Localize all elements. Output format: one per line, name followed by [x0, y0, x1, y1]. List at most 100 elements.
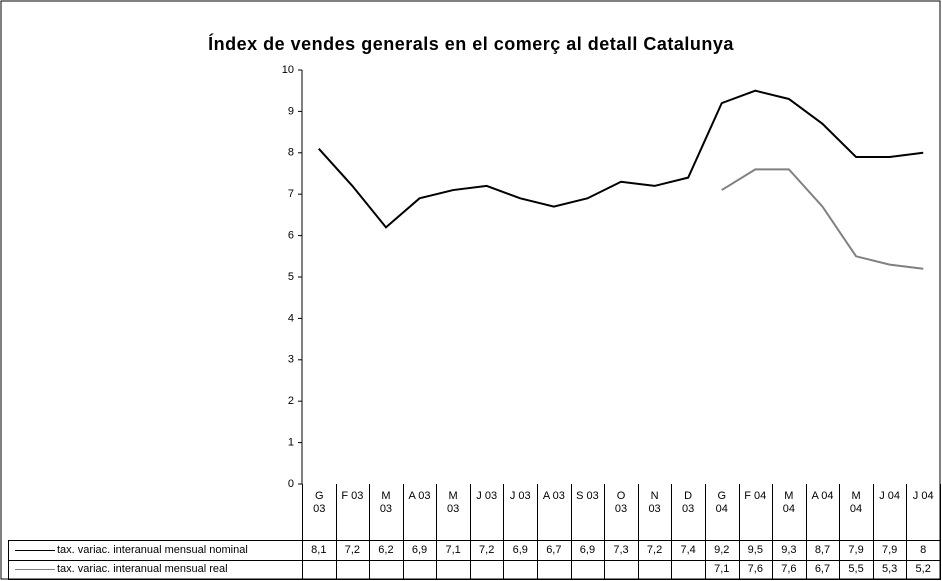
data-table-cell: 7,3 — [604, 540, 639, 561]
data-table-cell: 9,2 — [704, 540, 740, 561]
series-line — [721, 168, 924, 270]
x-tick-label-text: F 04 — [744, 490, 767, 502]
data-table-cell-text: 9,3 — [781, 543, 797, 556]
data-table-cell-text: 7,6 — [747, 562, 763, 575]
data-table-cell: 5,2 — [906, 559, 941, 580]
data-table-cell-text: 9,5 — [747, 543, 763, 556]
data-table-cell: 6,9 — [503, 540, 539, 561]
y-tick-label: 0 — [288, 478, 294, 490]
data-table-cell-text: 5,5 — [848, 562, 864, 575]
x-tick-label: G 03 — [302, 484, 337, 541]
x-tick-label: M 04 — [772, 484, 807, 541]
y-tick-label: 2 — [288, 395, 294, 407]
x-tick-label-text: A 03 — [408, 490, 431, 502]
data-table-cell-text: 7,2 — [646, 543, 663, 556]
x-tick-label-text: M 04 — [782, 490, 795, 515]
y-tick-label: 9 — [288, 105, 294, 117]
x-tick-label-text: F 03 — [341, 490, 364, 502]
x-tick-label-text: A 04 — [811, 490, 834, 502]
data-table-cell: 9,5 — [738, 540, 774, 561]
data-table-cell-text: 7,2 — [479, 543, 495, 556]
data-table-cell-text: 6,9 — [512, 543, 528, 556]
x-tick-label-text: S 03 — [576, 490, 599, 502]
y-tick-label: 4 — [288, 312, 294, 324]
legend-swatch — [15, 549, 55, 551]
data-table-cell: 7,2 — [335, 540, 371, 561]
data-table-cell: 7,4 — [671, 540, 706, 561]
y-tick-label: 3 — [288, 354, 294, 366]
y-tick-label: 8 — [288, 147, 294, 159]
data-table-cell: 6,2 — [369, 540, 404, 561]
data-table-cell — [537, 559, 572, 580]
data-table-cell-text: 6,7 — [814, 562, 831, 575]
data-table-cell: 7,2 — [637, 540, 673, 561]
data-table-cell — [469, 559, 505, 580]
data-table-cell — [302, 559, 337, 580]
x-tick-label: N 03 — [637, 484, 673, 541]
data-table-cell-text: 7,6 — [781, 562, 797, 575]
x-tick-label: M 04 — [839, 484, 874, 541]
data-table-cell-text: 6,9 — [411, 543, 428, 556]
y-tick-label: 10 — [282, 64, 294, 76]
x-tick-label: M 03 — [369, 484, 404, 541]
y-tick-label: 5 — [288, 271, 294, 283]
data-table-cell: 6,9 — [402, 540, 438, 561]
x-tick-label: J 04 — [906, 484, 941, 541]
legend-entry: tax. variac. interanual mensual nominal — [8, 540, 303, 561]
data-table-cell — [570, 559, 606, 580]
x-tick-label: F 03 — [335, 484, 371, 541]
data-table-cell-text: 8,1 — [311, 543, 327, 556]
data-table-cell — [671, 559, 706, 580]
series-line — [318, 89, 924, 229]
data-table-cell: 6,9 — [570, 540, 606, 561]
data-table-cell — [402, 559, 438, 580]
data-table-cell: 7,1 — [436, 540, 471, 561]
data-table-cell-text: 8 — [920, 543, 927, 556]
x-tick-label-text: J 03 — [476, 490, 498, 502]
data-table-cell: 9,3 — [772, 540, 807, 561]
data-table-cell: 8,1 — [302, 540, 337, 561]
data-table-cell-text: 7,1 — [714, 562, 730, 575]
data-table-cell-text: 7,9 — [848, 543, 864, 556]
data-table-cell-text: 7,2 — [344, 543, 361, 556]
x-tick-label: J 03 — [503, 484, 539, 541]
data-table-cell-text: 9,2 — [714, 543, 730, 556]
data-table-cell — [369, 559, 404, 580]
data-table-cell — [436, 559, 471, 580]
x-tick-label: J 03 — [469, 484, 505, 541]
data-table-cell: 7,9 — [872, 540, 908, 561]
x-tick-label: A 03 — [402, 484, 438, 541]
y-tick-label: 6 — [288, 230, 294, 242]
chart-title: Índex de vendes generals en el comerç al… — [208, 33, 734, 54]
data-table-cell-text: 7,3 — [613, 543, 629, 556]
legend-entry: tax. variac. interanual mensual real — [8, 559, 303, 580]
data-table-cell-text: 6,9 — [579, 543, 596, 556]
x-tick-label-text: A 03 — [542, 490, 565, 502]
x-tick-label-text: M 03 — [446, 490, 460, 515]
data-table-cell-text: 6,2 — [378, 543, 394, 556]
x-tick-label-text: J 03 — [509, 490, 531, 502]
x-tick-label-text: J 04 — [879, 490, 900, 502]
data-table-cell — [503, 559, 539, 580]
data-table-cell: 7,2 — [469, 540, 505, 561]
x-tick-label: A 03 — [537, 484, 572, 541]
data-table-cell-text: 7,9 — [881, 543, 898, 556]
x-tick-label-text: G 03 — [313, 490, 326, 515]
x-tick-label: A 04 — [805, 484, 841, 541]
x-tick-label-text: D 03 — [682, 490, 695, 515]
x-tick-label: D 03 — [671, 484, 706, 541]
data-table-cell-text: 5,3 — [881, 562, 898, 575]
data-table-cell: 7,6 — [738, 559, 774, 580]
data-table-cell: 8 — [906, 540, 941, 561]
x-tick-label-text: M 03 — [379, 490, 393, 515]
data-table-cell: 7,9 — [839, 540, 874, 561]
x-tick-label: F 04 — [738, 484, 774, 541]
data-table-cell-text: 5,2 — [915, 562, 931, 575]
data-table-cell: 5,3 — [872, 559, 908, 580]
data-table-cell — [335, 559, 371, 580]
data-table-cell: 7,6 — [772, 559, 807, 580]
data-table-cell-text: 7,4 — [680, 543, 696, 556]
data-table-cell: 6,7 — [805, 559, 841, 580]
data-table-cell: 8,7 — [805, 540, 841, 561]
